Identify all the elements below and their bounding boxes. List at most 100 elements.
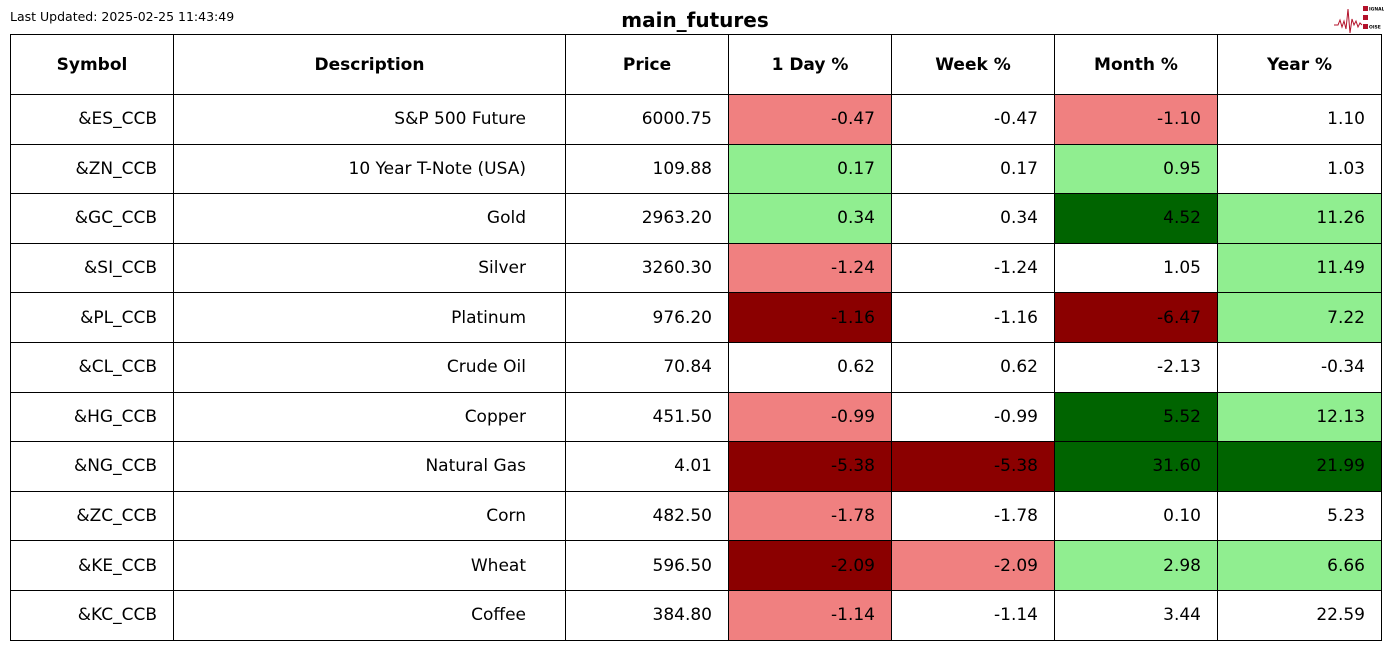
- column-header: Price: [565, 34, 729, 95]
- table-cell: &HG_CCB: [10, 391, 174, 443]
- table-row: &GC_CCB Gold 2963.20 0.34 0.34 4.52 11.26: [10, 193, 1382, 244]
- table-cell: 0.34: [891, 193, 1055, 244]
- table-cell: -0.34: [1217, 341, 1382, 393]
- page-title: main_futures: [621, 8, 769, 32]
- header-row: Symbol Description Price 1 Day % Week % Month…: [10, 34, 1382, 95]
- table-row: &ZN_CCB 10 Year T-Note (USA) 109.88 0.17 0.1…: [10, 143, 1382, 195]
- table-cell: -1.24: [728, 242, 892, 294]
- table-cell: 10 Year T-Note (USA): [173, 143, 566, 195]
- table-cell: 11.49: [1217, 242, 1382, 294]
- table-cell: 11.26: [1217, 193, 1382, 244]
- table-cell: 1.10: [1217, 94, 1382, 145]
- table-row: &SI_CCB Silver 3260.30 -1.24 -1.24 1.05 11.49: [10, 242, 1382, 294]
- table-row: &ZC_CCB Corn 482.50 -1.78 -1.78 0.10 5.23: [10, 490, 1382, 542]
- table-cell: 0.10: [1054, 490, 1218, 542]
- table-cell: Natural Gas: [173, 441, 566, 492]
- table-cell: -6.47: [1054, 292, 1218, 343]
- table-cell: 451.50: [565, 391, 729, 443]
- table-cell: 21.99: [1217, 441, 1382, 492]
- column-header: Year %: [1217, 34, 1382, 95]
- svg-text:OISE: OISE: [1369, 25, 1381, 31]
- table-cell: S&P 500 Future: [173, 94, 566, 145]
- table-cell: &CL_CCB: [10, 341, 174, 393]
- table-cell: Coffee: [173, 589, 566, 641]
- table-cell: 3260.30: [565, 242, 729, 294]
- column-header: Description: [173, 34, 566, 95]
- table-cell: -5.38: [728, 441, 892, 492]
- table-cell: 109.88: [565, 143, 729, 195]
- table-cell: -2.09: [728, 540, 892, 591]
- table-cell: 482.50: [565, 490, 729, 542]
- column-header: Symbol: [10, 34, 174, 95]
- table-cell: 31.60: [1054, 441, 1218, 492]
- table-cell: 0.95: [1054, 143, 1218, 195]
- table-row: &KE_CCB Wheat 596.50 -2.09 -2.09 2.98 6.66: [10, 540, 1382, 591]
- table-cell: Copper: [173, 391, 566, 443]
- table-cell: 384.80: [565, 589, 729, 641]
- table-cell: 5.23: [1217, 490, 1382, 542]
- table-cell: 4.01: [565, 441, 729, 492]
- table-cell: 1.05: [1054, 242, 1218, 294]
- table-cell: 0.17: [891, 143, 1055, 195]
- table-cell: &GC_CCB: [10, 193, 174, 244]
- table-cell: Gold: [173, 193, 566, 244]
- table-cell: -5.38: [891, 441, 1055, 492]
- table-cell: -2.09: [891, 540, 1055, 591]
- table-cell: 0.34: [728, 193, 892, 244]
- table-cell: 0.62: [728, 341, 892, 393]
- table-cell: -1.16: [891, 292, 1055, 343]
- table-cell: 2963.20: [565, 193, 729, 244]
- table-row: &KC_CCB Coffee 384.80 -1.14 -1.14 3.44 22.59: [10, 589, 1382, 641]
- table-cell: 596.50: [565, 540, 729, 591]
- table-cell: &NG_CCB: [10, 441, 174, 492]
- table-cell: -0.47: [728, 94, 892, 145]
- table-row: &PL_CCB Platinum 976.20 -1.16 -1.16 -6.47 7.22: [10, 292, 1382, 343]
- table-cell: 2.98: [1054, 540, 1218, 591]
- table-cell: Crude Oil: [173, 341, 566, 393]
- table-cell: -1.24: [891, 242, 1055, 294]
- table-cell: Silver: [173, 242, 566, 294]
- table-cell: -1.14: [891, 589, 1055, 641]
- table-cell: -1.14: [728, 589, 892, 641]
- table-cell: -1.16: [728, 292, 892, 343]
- table-cell: -0.99: [728, 391, 892, 443]
- table-cell: 3.44: [1054, 589, 1218, 641]
- table-cell: -0.47: [891, 94, 1055, 145]
- table-cell: Corn: [173, 490, 566, 542]
- table-cell: 1.03: [1217, 143, 1382, 195]
- table-cell: 6.66: [1217, 540, 1382, 591]
- svg-text:IGNAL: IGNAL: [1369, 7, 1384, 13]
- table-cell: &ZN_CCB: [10, 143, 174, 195]
- table-cell: 976.20: [565, 292, 729, 343]
- table-cell: &KE_CCB: [10, 540, 174, 591]
- table-cell: 6000.75: [565, 94, 729, 145]
- table-cell: &KC_CCB: [10, 589, 174, 641]
- table-cell: -1.78: [891, 490, 1055, 542]
- table-cell: -0.99: [891, 391, 1055, 443]
- table-row: &ES_CCB S&P 500 Future 6000.75 -0.47 -0.47 -1…: [10, 94, 1382, 145]
- table-cell: -2.13: [1054, 341, 1218, 393]
- table-cell: 0.62: [891, 341, 1055, 393]
- table-cell: Wheat: [173, 540, 566, 591]
- futures-table: Symbol Description Price 1 Day % Week % Month…: [10, 34, 1382, 641]
- table-cell: &PL_CCB: [10, 292, 174, 343]
- table-cell: 0.17: [728, 143, 892, 195]
- table-cell: &SI_CCB: [10, 242, 174, 294]
- table-cell: Platinum: [173, 292, 566, 343]
- table-cell: 5.52: [1054, 391, 1218, 443]
- signal-2-noise-logo: IGNAL OISE: [1334, 6, 1384, 34]
- table-cell: 70.84: [565, 341, 729, 393]
- last-updated: Last Updated: 2025-02-25 11:43:49: [10, 9, 235, 24]
- table-cell: 12.13: [1217, 391, 1382, 443]
- table-row: &CL_CCB Crude Oil 70.84 0.62 0.62 -2.13 -0.34: [10, 341, 1382, 393]
- column-header: Week %: [891, 34, 1055, 95]
- table-row: &NG_CCB Natural Gas 4.01 -5.38 -5.38 31.60 21.…: [10, 441, 1382, 492]
- column-header: Month %: [1054, 34, 1218, 95]
- table-cell: -1.10: [1054, 94, 1218, 145]
- column-header: 1 Day %: [728, 34, 892, 95]
- table-cell: &ZC_CCB: [10, 490, 174, 542]
- table-row: &HG_CCB Copper 451.50 -0.99 -0.99 5.52 12.13: [10, 391, 1382, 443]
- table-cell: 4.52: [1054, 193, 1218, 244]
- table-cell: -1.78: [728, 490, 892, 542]
- table-cell: 7.22: [1217, 292, 1382, 343]
